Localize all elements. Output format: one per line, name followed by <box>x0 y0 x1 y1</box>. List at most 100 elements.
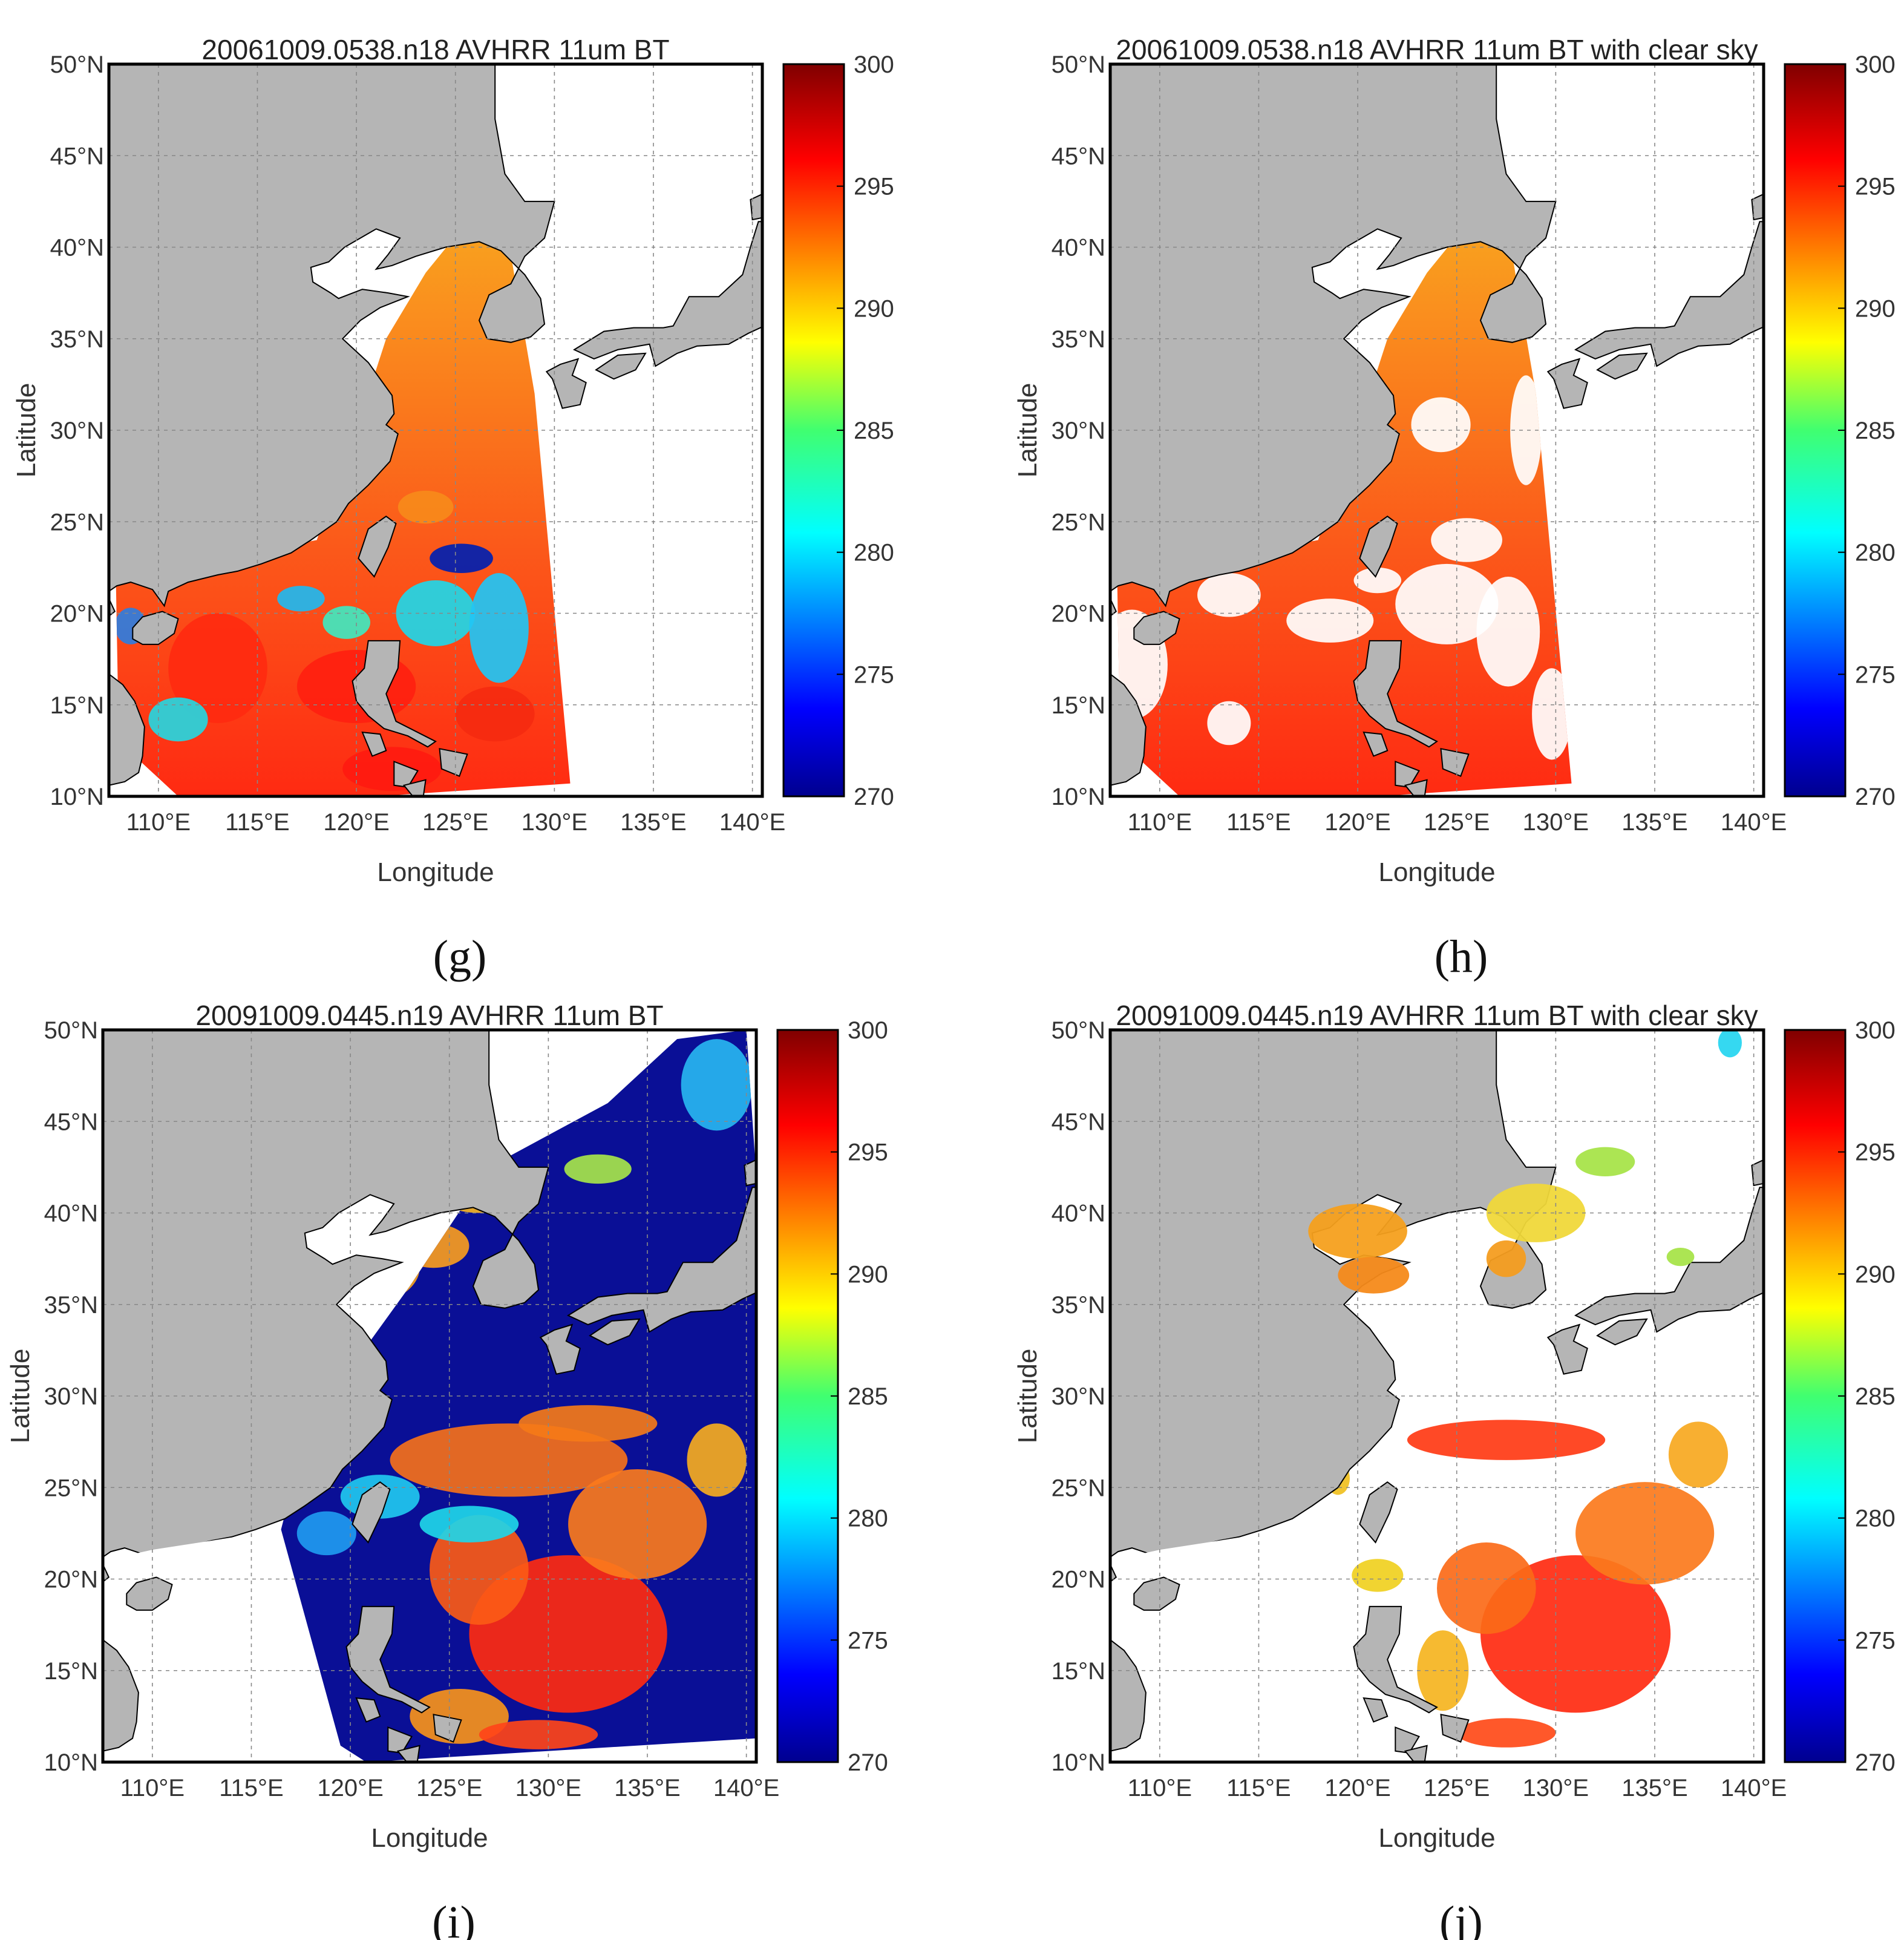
bt-field-patch <box>1510 375 1542 485</box>
xtick-label: 130°E <box>522 809 587 836</box>
bt-field-patch <box>430 543 493 573</box>
ytick-label: 45°N <box>44 1109 98 1135</box>
panel-caption: (g) <box>433 931 487 982</box>
xtick-label: 125°E <box>416 1775 482 1801</box>
xtick-label: 135°E <box>614 1775 680 1801</box>
colorbar <box>776 1029 839 1763</box>
land-negros <box>1404 1745 1428 1762</box>
land-indochina <box>1110 1564 1147 1762</box>
land-hainan <box>126 1576 173 1611</box>
ytick-label: 15°N <box>44 1658 98 1685</box>
y-axis-label: Latitude <box>11 383 41 478</box>
land-shikoku <box>1596 1318 1648 1346</box>
land-hokkaido <box>750 193 762 221</box>
map-frame <box>101 1028 758 1764</box>
colorbar-tick-label: 285 <box>848 1383 888 1410</box>
xtick-label: 115°E <box>219 1775 283 1801</box>
land-japan <box>545 358 587 409</box>
panel-g-title: 20061009.0538.n18 AVHRR 11um BT <box>201 34 669 65</box>
panel-j: 20091009.0445.n19 AVHRR 11um BT with cle… <box>1013 1000 1896 1940</box>
panel-h-title: 20061009.0538.n18 AVHRR 11um BT with cle… <box>1116 34 1758 65</box>
y-axis-label: Latitude <box>1013 1349 1042 1444</box>
bt-field-patch <box>1456 1718 1556 1748</box>
bt-field-patch <box>681 1039 753 1131</box>
bt-field-patch <box>342 747 442 791</box>
map-j <box>1110 1030 1764 1762</box>
panel-caption: (j) <box>1439 1897 1483 1940</box>
land-taiwan <box>1359 1481 1398 1544</box>
bt-field-patch <box>469 572 529 683</box>
land-taiwan <box>358 515 397 578</box>
land-negros <box>402 779 427 796</box>
bt-clear-patch <box>1338 1257 1410 1294</box>
xtick-label: 115°E <box>225 809 289 836</box>
ytick-label: 40°N <box>50 235 104 261</box>
map-frame <box>1108 62 1765 798</box>
land-japan <box>539 1323 581 1375</box>
ytick-label: 25°N <box>1052 1475 1105 1501</box>
ytick-label: 10°N <box>44 1749 98 1776</box>
ytick-label: 50°N <box>50 51 104 78</box>
land-mainland <box>1110 64 1557 608</box>
colorbar-tick-label: 285 <box>1855 418 1896 444</box>
bt-field-patch <box>396 580 476 646</box>
panel-j-title: 20091009.0445.n19 AVHRR 11um BT with cle… <box>1116 1000 1758 1031</box>
bt-clear-patch <box>1486 1240 1526 1277</box>
bt-clear-patch <box>1666 1247 1695 1267</box>
xtick-label: 120°E <box>317 1775 383 1801</box>
bt-field-patch <box>1668 1421 1729 1488</box>
x-axis-label: Longitude <box>1378 1823 1495 1853</box>
xtick-label: 110°E <box>1128 1775 1192 1801</box>
ytick-label: 45°N <box>50 143 104 169</box>
ytick-label: 15°N <box>1052 692 1105 719</box>
land-layer <box>109 64 762 796</box>
bt-field-patch <box>430 1515 529 1625</box>
bt-field-patch <box>1575 1482 1715 1585</box>
land-honshu <box>1574 221 1764 367</box>
ytick-label: 35°N <box>50 326 104 353</box>
land-hokkaido <box>1751 1159 1764 1187</box>
xtick-label: 135°E <box>620 809 686 836</box>
colorbar-tick-label: 285 <box>854 418 894 444</box>
colorbar <box>782 63 845 798</box>
xtick-label: 125°E <box>1424 809 1490 836</box>
bt-field-patch <box>687 1423 747 1497</box>
ytick-label: 30°N <box>50 418 104 444</box>
land-shikoku <box>595 352 647 380</box>
xtick-label: 135°E <box>1621 809 1687 836</box>
xtick-label: 115°E <box>1226 809 1291 836</box>
ytick-label: 45°N <box>1052 1109 1105 1135</box>
land-shikoku <box>1596 352 1648 380</box>
bt-field-patch <box>397 490 454 524</box>
land-samar <box>439 748 468 778</box>
colorbar-tick-label: 290 <box>848 1261 888 1288</box>
bt-field-patch <box>1407 1420 1606 1460</box>
map-h <box>1110 64 1764 796</box>
ytick-label: 20°N <box>1052 601 1105 628</box>
land-mindoro <box>355 1697 381 1723</box>
colorbar-tick-label: 300 <box>1855 1017 1896 1044</box>
ytick-label: 25°N <box>50 509 104 536</box>
xtick-label: 110°E <box>126 809 191 836</box>
bt-field-patch <box>419 1506 519 1542</box>
colorbar-tick-label: 280 <box>848 1506 888 1532</box>
ytick-label: 40°N <box>44 1201 98 1227</box>
land-samar <box>433 1714 462 1743</box>
colorbar-tick-label: 270 <box>1855 1749 1896 1776</box>
panel-i-title: 20091009.0445.n19 AVHRR 11um BT <box>195 1000 663 1031</box>
ytick-label: 25°N <box>44 1475 98 1501</box>
bt-field-patch <box>1352 1559 1404 1592</box>
ytick-label: 35°N <box>1052 326 1105 353</box>
panel-caption: (h) <box>1435 931 1488 982</box>
colorbar-tick-label: 290 <box>1855 1261 1896 1288</box>
land-taiwan <box>352 1481 391 1544</box>
xtick-label: 125°E <box>422 809 488 836</box>
land-honshu <box>572 221 762 367</box>
ytick-label: 35°N <box>1052 1292 1105 1319</box>
xtick-label: 110°E <box>1128 809 1192 836</box>
panel-caption: (i) <box>432 1897 476 1940</box>
land-luzon <box>1353 1605 1438 1714</box>
bt-field-patch <box>1411 397 1471 453</box>
xtick-label: 120°E <box>323 809 389 836</box>
